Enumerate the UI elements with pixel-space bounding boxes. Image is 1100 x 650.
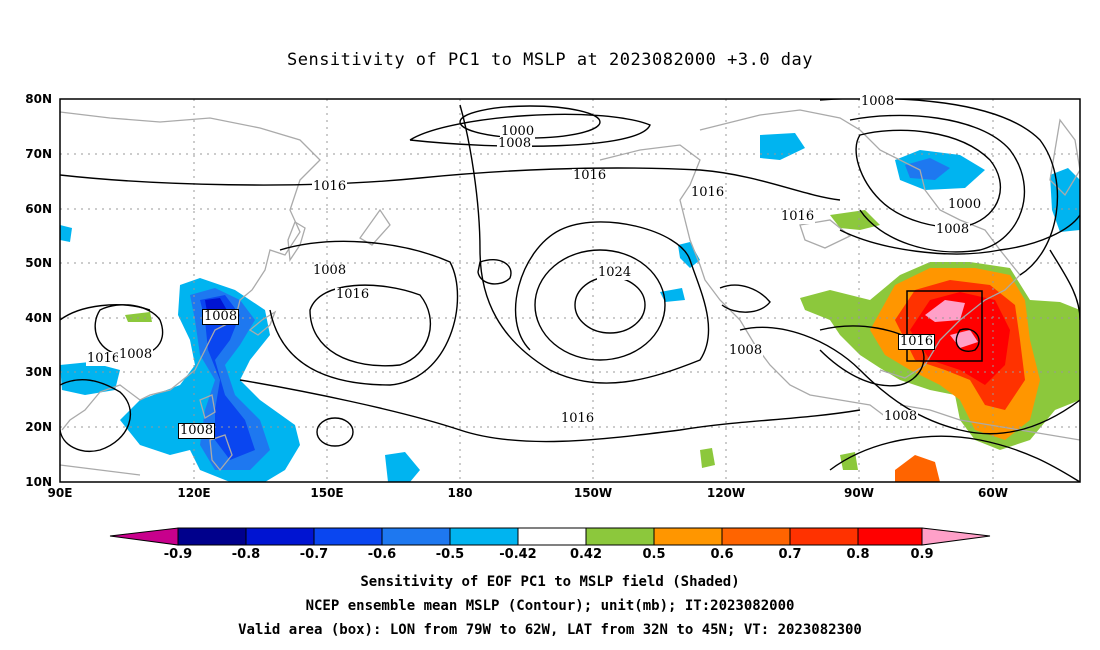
mslp-contours	[60, 99, 1080, 482]
colorbar-label: 0.5	[642, 547, 666, 562]
lon-label: 150W	[573, 486, 613, 500]
colorbar-label: 0.8	[846, 547, 870, 562]
colorbar-label: 0.42	[569, 547, 603, 562]
footer-line-1: Sensitivity of EOF PC1 to MSLP field (Sh…	[360, 574, 740, 590]
valid-area-box	[906, 290, 983, 362]
colorbar-cell-10	[789, 527, 859, 546]
colorbar-label: 0.7	[778, 547, 802, 562]
lat-label: 70N	[25, 147, 52, 161]
contour-label: 1016	[898, 334, 936, 350]
lat-label: 50N	[25, 256, 52, 270]
page-title: Sensitivity of PC1 to MSLP at 2023082000…	[286, 50, 813, 70]
contour-label: 1008	[883, 409, 919, 424]
colorbar-label: -0.7	[299, 547, 329, 562]
colorbar-label: -0.42	[499, 547, 537, 562]
colorbar-cell-1	[177, 527, 247, 546]
lon-label: 60W	[978, 486, 1008, 500]
colorbar	[109, 527, 991, 546]
contour-label: 1008	[178, 423, 216, 439]
colorbar-label: 0.9	[910, 547, 934, 562]
contour-label: 1008	[935, 222, 971, 237]
colorbar-label: 0.6	[710, 547, 734, 562]
lon-label: 120E	[177, 486, 211, 500]
colorbar-cell-4	[381, 527, 451, 546]
contour-label: 1008	[497, 136, 533, 151]
contour-label: 1016	[572, 168, 608, 183]
contour-label: 1008	[728, 343, 764, 358]
contour-label: 1016	[335, 287, 371, 302]
colorbar-label: -0.5	[435, 547, 465, 562]
lat-label: 80N	[25, 92, 52, 106]
contour-label: 1000	[500, 124, 536, 139]
contour-label: 1016	[560, 411, 596, 426]
footer-line-3: Valid area (box): LON from 79W to 62W, L…	[238, 622, 862, 638]
colorbar-cell-7	[585, 527, 655, 546]
contour-label: 1008	[312, 263, 348, 278]
lon-label: 180	[447, 486, 473, 500]
colorbar-cell-0	[109, 527, 179, 546]
colorbar-cell-8	[653, 527, 723, 546]
colorbar-cell-12	[921, 527, 991, 546]
positive-region-peak	[925, 300, 978, 348]
contour-label: 1008	[860, 94, 896, 109]
contour-label: 1016	[86, 351, 122, 366]
plot-frame	[59, 98, 1081, 483]
colorbar-cell-5	[449, 527, 519, 546]
contour-label: 1024	[597, 265, 633, 280]
footer-line-2: NCEP ensemble mean MSLP (Contour); unit(…	[305, 598, 795, 614]
positive-region-south	[895, 455, 940, 482]
contour-label: 1008	[202, 309, 240, 325]
lat-label: 10N	[25, 475, 52, 489]
colorbar-cell-11	[857, 527, 923, 546]
contour-label: 1016	[690, 185, 726, 200]
shaded-sensitivity	[60, 133, 1080, 482]
contour-label: 1008	[118, 347, 154, 362]
lat-label: 30N	[25, 365, 52, 379]
lon-label: 120W	[706, 486, 746, 500]
contour-label: 1000	[947, 197, 983, 212]
lat-label: 40N	[25, 311, 52, 325]
lon-label: 90W	[844, 486, 874, 500]
lat-label: 20N	[25, 420, 52, 434]
lon-label: 90E	[47, 486, 73, 500]
lon-label: 150E	[310, 486, 344, 500]
colorbar-label: -0.6	[367, 547, 397, 562]
colorbar-cell-9	[721, 527, 791, 546]
colorbar-cell-3	[313, 527, 383, 546]
lat-label: 60N	[25, 202, 52, 216]
colorbar-cell-2	[245, 527, 315, 546]
contour-label: 1016	[780, 209, 816, 224]
colorbar-cell-6	[517, 527, 587, 546]
colorbar-label: -0.9	[163, 547, 193, 562]
colorbar-label: -0.8	[231, 547, 261, 562]
contour-label: 1016	[312, 179, 348, 194]
